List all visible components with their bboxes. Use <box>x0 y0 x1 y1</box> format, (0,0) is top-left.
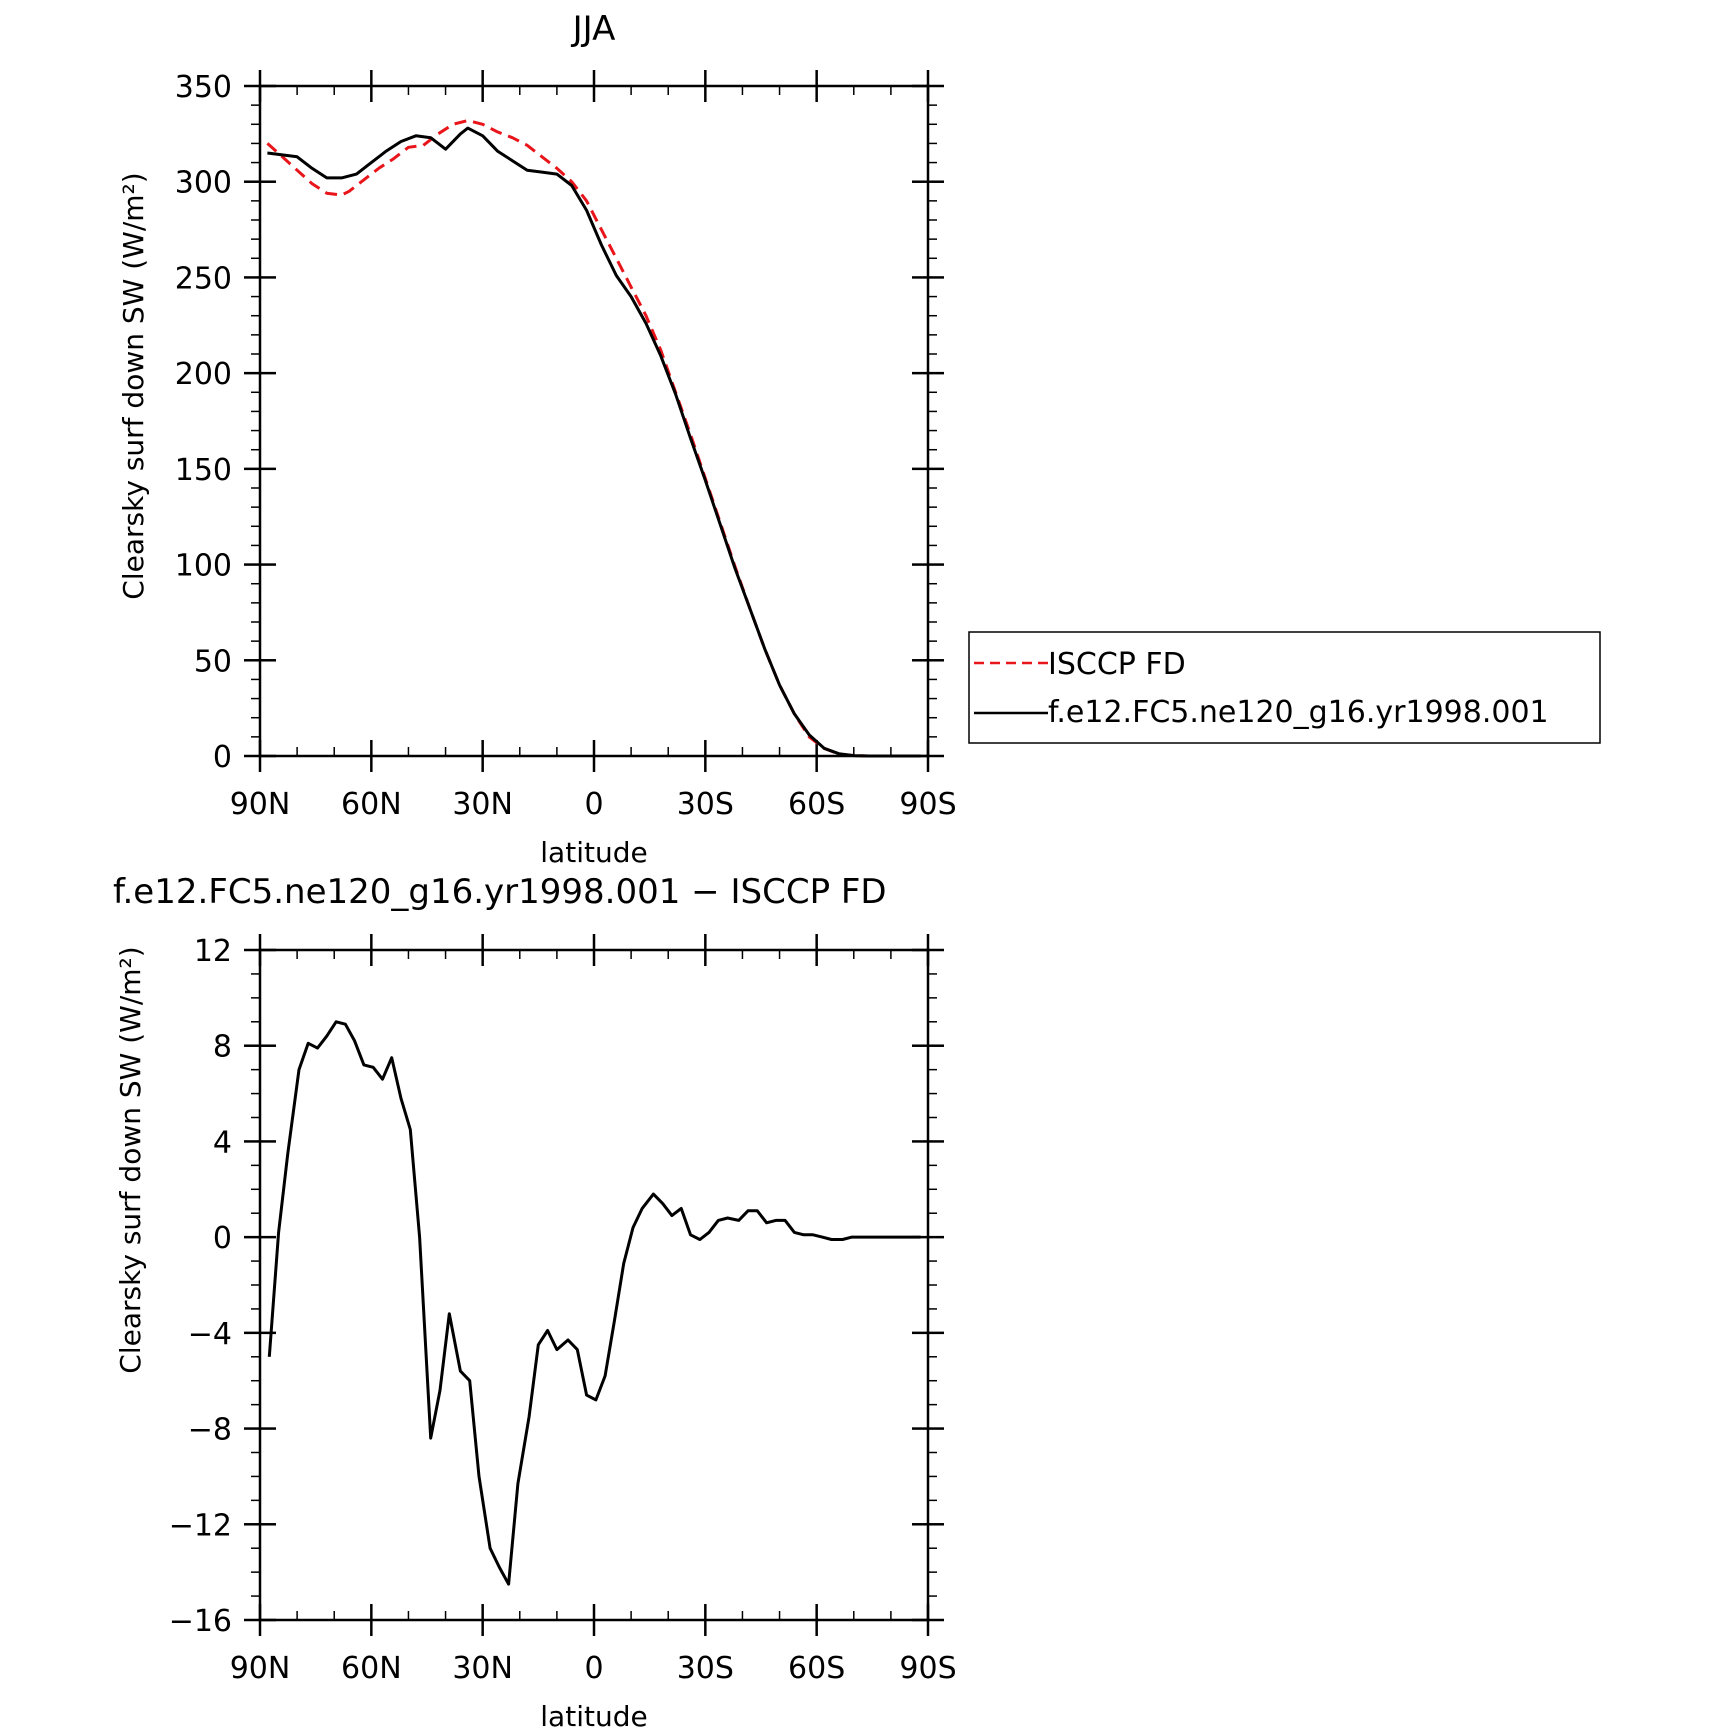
top-x-axis-label: latitude <box>540 836 647 869</box>
bottom-xtick-label: 60N <box>341 1651 402 1686</box>
legend: ISCCP FD f.e12.FC5.ne120_g16.yr1998.001 <box>968 631 1601 744</box>
top-xtick-label: 30N <box>452 787 513 822</box>
top-xtick-label: 30S <box>677 787 734 822</box>
bottom-xtick-label: 90N <box>230 1651 291 1686</box>
bottom-y-axis-label: Clearsky surf down SW (W/m²) <box>114 946 147 1373</box>
bottom-ytick-label: 8 <box>213 1030 232 1065</box>
legend-box <box>968 631 1601 744</box>
bottom-ytick-label: −16 <box>169 1604 232 1639</box>
bottom-ytick-label: −4 <box>188 1317 232 1352</box>
top-chart-title: JJA <box>571 9 616 49</box>
bottom-ytick-label: 4 <box>213 1125 232 1160</box>
top-xtick-label: 60N <box>341 787 402 822</box>
top-panel: JJA Clearsky surf down SW (W/m²) latitud… <box>117 9 957 869</box>
top-ytick-label: 150 <box>175 453 232 488</box>
legend-label-model: f.e12.FC5.ne120_g16.yr1998.001 <box>1048 695 1549 730</box>
top-ytick-label: 0 <box>213 740 232 775</box>
top-tick-labels: 90N 60N 30N 0 30S 60S 90S 0 50 100 150 200 250 300 350 <box>175 70 957 822</box>
bottom-ytick-label: −8 <box>188 1413 232 1448</box>
top-ytick-label: 350 <box>175 70 232 105</box>
bottom-panel: f.e12.FC5.ne120_g16.yr1998.001 − ISCCP F… <box>113 872 957 1733</box>
bottom-xtick-label: 0 <box>584 1651 603 1686</box>
top-xtick-label: 60S <box>788 787 845 822</box>
top-series-line-1 <box>267 126 921 758</box>
top-y-axis-label: Clearsky surf down SW (W/m²) <box>117 172 150 599</box>
top-series <box>266 119 921 758</box>
top-xtick-label: 90N <box>230 787 291 822</box>
top-ytick-label: 50 <box>194 644 232 679</box>
bottom-x-axis-label: latitude <box>540 1700 647 1733</box>
legend-label-isccp: ISCCP FD <box>1048 647 1186 682</box>
bottom-ytick-label: 12 <box>194 934 232 969</box>
bottom-xtick-label: 30N <box>452 1651 513 1686</box>
bottom-chart-title: f.e12.FC5.ne120_g16.yr1998.001 − ISCCP F… <box>113 872 887 912</box>
top-xtick-label: 0 <box>584 787 603 822</box>
bottom-ytick-label: 0 <box>213 1221 232 1256</box>
top-xtick-label: 90S <box>899 787 956 822</box>
top-ytick-label: 200 <box>175 357 232 392</box>
bottom-xtick-label: 60S <box>788 1651 845 1686</box>
bottom-plot-frame <box>258 948 930 1622</box>
top-ytick-label: 250 <box>175 261 232 296</box>
top-ytick-label: 100 <box>175 549 232 584</box>
top-ytick-label: 300 <box>175 166 232 201</box>
bottom-xtick-label: 30S <box>677 1651 734 1686</box>
bottom-series-line-0 <box>267 1020 921 1586</box>
bottom-xtick-label: 90S <box>899 1651 956 1686</box>
bottom-series <box>267 1020 921 1586</box>
bottom-ytick-label: −12 <box>169 1508 232 1543</box>
top-plot-frame <box>258 84 930 758</box>
bottom-tick-labels: 90N 60N 30N 0 30S 60S 90S −16 −12 −8 −4 0 4 8 12 <box>169 934 957 1686</box>
